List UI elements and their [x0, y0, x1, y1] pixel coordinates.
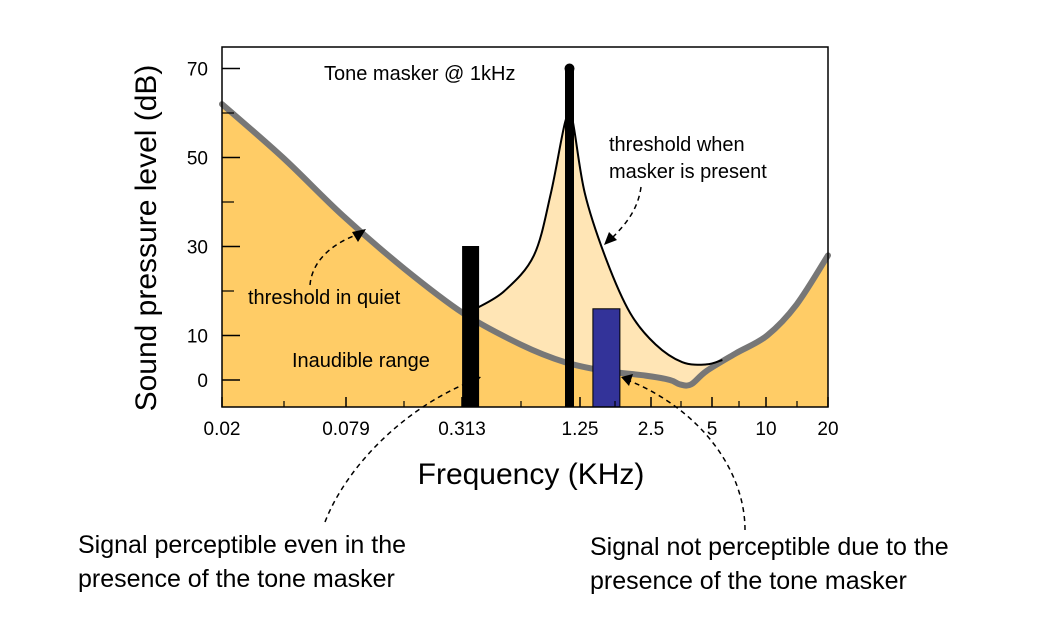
x-axis-title: Frequency (KHz)	[418, 458, 645, 491]
threshold-masker-label-1: threshold when	[609, 134, 745, 156]
arrow-signal-left-head	[468, 375, 481, 387]
y-tick-label: 10	[187, 327, 208, 348]
arrow-threshold-quiet	[309, 234, 357, 286]
signal-bar-2	[565, 68, 574, 408]
fill-layer	[222, 104, 828, 408]
signal-bar-3	[592, 308, 621, 408]
x-tick-label: 0.313	[438, 419, 486, 440]
threshold-masker-label-2: masker is present	[609, 161, 767, 183]
caption-right-line2: presence of the tone masker	[590, 567, 907, 595]
y-tick-label: 50	[187, 149, 208, 170]
y-axis-ticks: 0 10 30 50 70	[187, 60, 240, 392]
masked-region	[475, 110, 723, 408]
tone-masker-label: Tone masker @ 1kHz	[324, 63, 515, 85]
x-tick-label: 1.25	[562, 419, 599, 440]
arrow-signal-left	[324, 380, 473, 523]
plot-frame	[221, 46, 829, 408]
caption-left-line1: Signal perceptible even in the	[78, 531, 406, 559]
bar-layer	[462, 63, 621, 408]
inaudible-region	[222, 104, 828, 407]
caption-left-line2: presence of the tone masker	[78, 565, 395, 593]
arrow-signal-right	[629, 380, 746, 531]
caption-right-line1: Signal not perceptible due to the	[590, 533, 949, 561]
threshold-quiet-label: threshold in quiet	[248, 287, 401, 309]
signal-bar-1	[462, 246, 480, 408]
tone-masker-peak-dot	[564, 63, 575, 74]
threshold-masker-curve	[475, 109, 723, 366]
x-tick-label: 10	[755, 419, 776, 440]
x-tick-label: 0.02	[204, 419, 241, 440]
arrow-threshold-quiet-head	[352, 229, 366, 242]
x-tick-label: 2.5	[638, 419, 664, 440]
x-axis-ticks: 0.02 0.079 0.313 1.25 2.5 5 10 20	[204, 397, 839, 440]
x-tick-label: 5	[707, 419, 718, 440]
y-tick-label: 0	[197, 371, 208, 392]
x-tick-label: 20	[817, 419, 838, 440]
x-tick-label: 0.079	[322, 419, 370, 440]
inaudible-range-label: Inaudible range	[292, 350, 430, 372]
arrow-threshold-masker-head	[604, 232, 617, 245]
curve-layer	[219, 101, 831, 389]
y-tick-label: 30	[187, 238, 208, 259]
arrow-threshold-masker	[611, 186, 642, 239]
y-axis-title: Sound pressure level (dB)	[130, 65, 163, 412]
arrow-signal-right-head	[621, 374, 633, 386]
annotation-arrows	[309, 186, 746, 531]
y-tick-label: 70	[187, 60, 208, 81]
threshold-in-quiet-curve	[219, 101, 831, 389]
